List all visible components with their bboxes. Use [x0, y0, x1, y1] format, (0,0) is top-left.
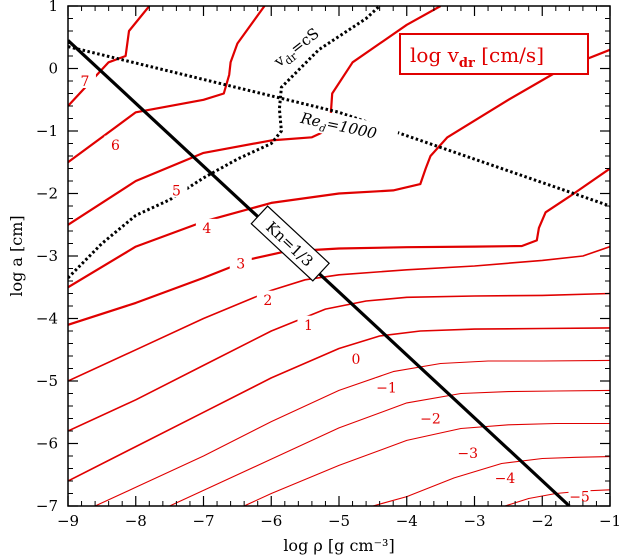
contour-line-10 — [243, 422, 610, 506]
contour-line-12 — [504, 489, 610, 506]
contour-label-bg-8 — [375, 378, 398, 395]
x-tick-label-1: −8 — [125, 512, 147, 530]
sonic-label-bg — [266, 17, 331, 75]
contour-label-5: 2 — [263, 293, 272, 309]
y-tick-label-4: −3 — [36, 247, 58, 265]
reynolds-label-sub: d — [318, 123, 327, 135]
contour-label-8: −1 — [376, 380, 397, 396]
x-tick-label-2: −7 — [192, 512, 214, 530]
contour-line-7 — [68, 327, 610, 482]
contour-label-bg-11 — [493, 468, 516, 485]
y-tick-label-1: 0 — [48, 60, 58, 78]
reynolds-label-bg — [296, 106, 400, 149]
contour-label-bg-4 — [229, 254, 252, 271]
contour-label-10: −3 — [457, 446, 478, 462]
legend-text-main: log v — [410, 43, 460, 67]
legend: log vdr [cm/s] — [399, 33, 589, 75]
y-tick-label-8: −7 — [36, 497, 58, 515]
y-tick-label-0: 1 — [48, 0, 58, 15]
reynolds-label-main: Re — [298, 109, 323, 131]
contour-label-1: 6 — [111, 138, 120, 154]
legend-box — [399, 33, 589, 75]
reynolds-label: Red=1000 — [297, 109, 378, 146]
contour-label-4: 3 — [236, 257, 245, 273]
contour-label-bg-9 — [419, 409, 442, 426]
contour-line-6 — [68, 292, 610, 432]
legend-text-unit: [cm/s] — [475, 43, 544, 67]
contour-line-4 — [68, 167, 610, 326]
contour-label-12: −5 — [569, 490, 590, 506]
y-tick-label-6: −5 — [36, 372, 58, 390]
contour-label-bg-2 — [165, 181, 188, 198]
axes: −9 −8 −7 −6 −5 −4 −3 −2 −1 1 0 −1 −2 −3 −4 −5 −6 −7 log ρ … — [7, 0, 621, 555]
sonic-label-group: vdr=cS — [266, 17, 331, 75]
contour-label-bg-6 — [297, 315, 320, 332]
x-axis-label: log ρ [g cm⁻³] — [283, 536, 394, 555]
x-tick-label-3: −6 — [260, 512, 282, 530]
y-tick-label-3: −2 — [36, 185, 58, 203]
contour-label-bg-10 — [456, 443, 479, 460]
contour-label-6: 1 — [304, 318, 313, 334]
contour-label-9: −2 — [420, 412, 441, 428]
contour-label-11: −4 — [495, 471, 516, 487]
x-tick-label-6: −3 — [463, 512, 485, 530]
contour-label-bg-5 — [256, 290, 279, 307]
x-tick-label-7: −2 — [531, 512, 553, 530]
x-tick-label-0: −9 — [57, 512, 79, 530]
contour-line-9 — [169, 389, 610, 506]
x-tick-label-8: −1 — [599, 512, 621, 530]
contour-line-1 — [68, 6, 266, 164]
contour-label-7: 0 — [351, 352, 360, 368]
plot-content: 7 6 5 4 3 2 1 0 −1 −2 −3 −4 −5 Kn=1/3 vdr=cS Red=1000 — [68, 6, 610, 506]
knudsen-label-group: Kn=1/3 — [250, 205, 331, 282]
contour-label-bg-0 — [73, 72, 96, 88]
sonic-line — [68, 6, 381, 279]
contour-line-8 — [94, 359, 610, 506]
contour-label-bg-12 — [568, 487, 591, 504]
plot-frame — [67, 5, 611, 507]
contour-label-3: 4 — [202, 221, 211, 237]
contour-label-2: 5 — [172, 183, 181, 199]
legend-text-sub: dr — [459, 56, 475, 71]
x-tick-label-5: −4 — [396, 512, 418, 530]
legend-text: log vdr [cm/s] — [410, 43, 544, 71]
contour-line-5 — [68, 245, 610, 382]
reynolds-label-group: Red=1000 — [296, 106, 400, 149]
knudsen-label-box — [250, 205, 331, 282]
y-tick-label-7: −6 — [36, 435, 58, 453]
contour-label-0: 7 — [80, 74, 89, 90]
plot-area — [68, 6, 610, 506]
y-tick-label-5: −4 — [36, 310, 58, 328]
y-tick-label-2: −1 — [36, 122, 58, 140]
x-tick-label-4: −5 — [328, 512, 350, 530]
contour-label-bg-3 — [195, 218, 218, 235]
contour-label-bg-7 — [344, 350, 367, 367]
reynolds-line — [68, 45, 610, 208]
contour-line-3 — [68, 48, 610, 289]
y-axis-label: log a [cm] — [7, 215, 26, 296]
contour-label-bg-1 — [104, 135, 127, 152]
